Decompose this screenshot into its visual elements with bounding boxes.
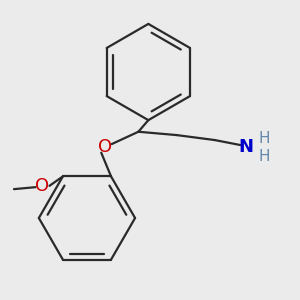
Text: H: H — [259, 149, 270, 164]
Text: O: O — [98, 138, 112, 156]
Text: O: O — [35, 178, 49, 196]
Text: N: N — [239, 138, 254, 156]
Text: H: H — [259, 131, 270, 146]
